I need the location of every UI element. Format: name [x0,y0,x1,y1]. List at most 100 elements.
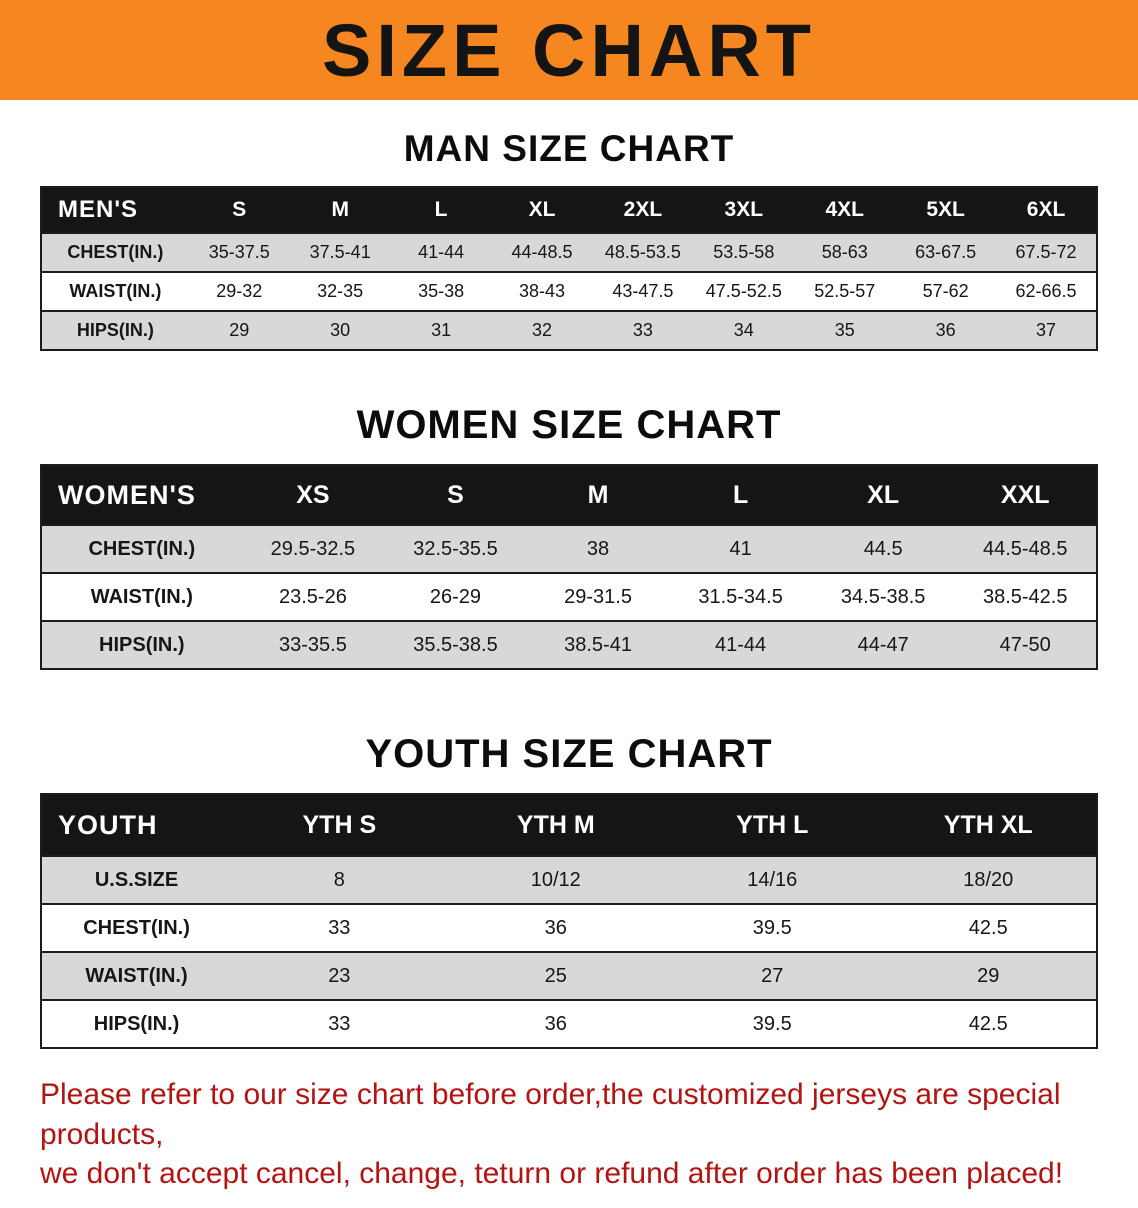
men-size-cell: 33 [592,310,694,351]
youth-col-header: YTH XL [880,793,1097,857]
men-size-cell: 31 [390,310,492,351]
women-size-cell: 38.5-42.5 [954,572,1097,622]
size-chart-banner: SIZE CHART [0,0,1138,100]
men-size-cell: 52.5-57 [794,271,896,312]
women-row-label: WAIST(IN.) [41,572,242,622]
men-size-cell: 35 [794,310,896,351]
youth-size-cell: 36 [447,999,665,1049]
men-size-cell: 38-43 [491,271,593,312]
youth-size-cell: 39.5 [664,903,881,953]
men-size-cell: 47.5-52.5 [693,271,795,312]
women-size-cell: 35.5-38.5 [384,620,527,670]
men-waist-row: WAIST(IN.) 29-32 32-35 35-38 38-43 43-47… [41,271,1097,312]
women-waist-row: WAIST(IN.) 23.5-26 26-29 29-31.5 31.5-34… [41,572,1097,622]
youth-row-label: CHEST(IN.) [41,903,232,953]
youth-row-label: WAIST(IN.) [41,951,232,1001]
men-chest-row: CHEST(IN.) 35-37.5 37.5-41 41-44 44-48.5… [41,232,1097,273]
women-size-cell: 38 [526,524,670,574]
women-size-cell: 38.5-41 [526,620,670,670]
women-size-cell: 33-35.5 [241,620,385,670]
men-size-cell: 32-35 [289,271,391,312]
men-size-cell: 44-48.5 [491,232,593,273]
youth-size-cell: 36 [447,903,665,953]
men-col-header: XL [491,186,593,234]
men-size-cell: 57-62 [895,271,997,312]
men-size-cell: 37.5-41 [289,232,391,273]
men-row-label: CHEST(IN.) [41,232,189,273]
women-size-cell: 29-31.5 [526,572,670,622]
men-size-cell: 34 [693,310,795,351]
men-col-header: 4XL [794,186,896,234]
women-size-cell: 41-44 [669,620,812,670]
disclaimer-note: Please refer to our size chart before or… [40,1075,1118,1194]
men-size-cell: 58-63 [794,232,896,273]
men-hips-row: HIPS(IN.) 29 30 31 32 33 34 35 36 37 [41,310,1097,351]
women-col-header: L [669,464,812,526]
women-col-header: M [526,464,670,526]
women-size-cell: 23.5-26 [241,572,385,622]
youth-size-cell: 42.5 [880,903,1097,953]
men-col-header: S [188,186,290,234]
youth-hips-row: HIPS(IN.) 33 36 39.5 42.5 [41,999,1097,1049]
men-size-cell: 29-32 [188,271,290,312]
disclaimer-line-2: we don't accept cancel, change, teturn o… [40,1157,1064,1191]
women-size-cell: 44.5 [811,524,955,574]
women-size-cell: 44-47 [811,620,955,670]
youth-row-label: HIPS(IN.) [41,999,232,1049]
youth-size-table: YOUTH YTH S YTH M YTH L YTH XL U.S.SIZE … [40,793,1098,1049]
women-size-cell: 26-29 [384,572,527,622]
women-col-header: XL [811,464,955,526]
youth-size-cell: 42.5 [880,999,1097,1049]
women-col-header: S [384,464,527,526]
youth-ussize-row: U.S.SIZE 8 10/12 14/16 18/20 [41,855,1097,905]
women-size-table: WOMEN'S XS S M L XL XXL CHEST(IN.) 29.5-… [40,464,1098,670]
men-col-header: L [390,186,492,234]
women-size-cell: 47-50 [954,620,1097,670]
women-size-cell: 34.5-38.5 [811,572,955,622]
women-col-header: XS [241,464,385,526]
women-size-cell: 44.5-48.5 [954,524,1097,574]
disclaimer-line-1: Please refer to our size chart before or… [40,1078,1061,1151]
men-row-label: WAIST(IN.) [41,271,189,312]
youth-col-header: YTH S [231,793,448,857]
youth-section-heading: YOUTH SIZE CHART [365,732,773,776]
women-chest-row: CHEST(IN.) 29.5-32.5 32.5-35.5 38 41 44.… [41,524,1097,574]
women-hips-row: HIPS(IN.) 33-35.5 35.5-38.5 38.5-41 41-4… [41,620,1097,670]
men-row-label: HIPS(IN.) [41,310,189,351]
youth-size-cell: 25 [447,951,665,1001]
men-size-cell: 35-37.5 [188,232,290,273]
women-row-label: CHEST(IN.) [41,524,242,574]
men-size-cell: 63-67.5 [895,232,997,273]
men-size-cell: 41-44 [390,232,492,273]
men-col-header: 2XL [592,186,694,234]
women-size-cell: 41 [669,524,812,574]
women-section-heading: WOMEN SIZE CHART [356,403,782,447]
men-col-header: M [289,186,391,234]
women-table-corner-label: WOMEN'S [41,464,242,526]
men-size-cell: 67.5-72 [996,232,1097,273]
men-size-cell: 48.5-53.5 [592,232,694,273]
women-size-cell: 29.5-32.5 [241,524,385,574]
youth-size-cell: 27 [664,951,881,1001]
men-size-cell: 37 [996,310,1097,351]
men-col-header: 3XL [693,186,795,234]
men-size-cell: 43-47.5 [592,271,694,312]
page-title: SIZE CHART [322,8,816,92]
men-size-table: MEN'S S M L XL 2XL 3XL 4XL 5XL 6XL CHEST… [40,186,1098,351]
youth-size-cell: 39.5 [664,999,881,1049]
women-header-row: WOMEN'S XS S M L XL XXL [41,464,1097,526]
youth-size-cell: 23 [231,951,448,1001]
women-size-cell: 31.5-34.5 [669,572,812,622]
youth-size-cell: 33 [231,903,448,953]
men-size-cell: 35-38 [390,271,492,312]
men-size-cell: 29 [188,310,290,351]
men-table-corner-label: MEN'S [41,186,189,234]
men-header-row: MEN'S S M L XL 2XL 3XL 4XL 5XL 6XL [41,186,1097,234]
men-size-cell: 62-66.5 [996,271,1097,312]
youth-size-cell: 33 [231,999,448,1049]
youth-waist-row: WAIST(IN.) 23 25 27 29 [41,951,1097,1001]
men-size-cell: 32 [491,310,593,351]
youth-size-cell: 8 [231,855,448,905]
youth-header-row: YOUTH YTH S YTH M YTH L YTH XL [41,793,1097,857]
men-size-cell: 53.5-58 [693,232,795,273]
